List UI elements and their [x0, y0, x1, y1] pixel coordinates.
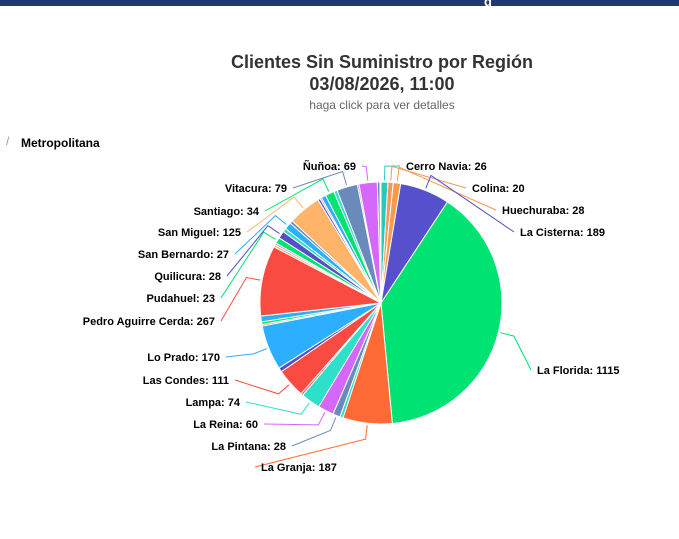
connector-la-cisterna [425, 174, 515, 233]
chart-title-date: 03/08/2026, 11:00 [309, 74, 455, 94]
connector-las-condes [234, 379, 290, 395]
pie-slices [259, 181, 503, 425]
data-label-pudahuel[interactable]: Pudahuel: 23 [147, 293, 215, 305]
connector-pudahuel [220, 231, 276, 299]
data-label-san-bernardo[interactable]: San Bernardo: 27 [138, 249, 229, 261]
data-label-lampa[interactable]: Lampa: 74 [186, 397, 241, 409]
connector-quilicura [226, 225, 280, 277]
chart-title: Clientes Sin Suministro por Región [230, 52, 534, 72]
connector-cerro-navia [384, 165, 401, 181]
data-label-la-reina[interactable]: La Reina: 60 [193, 419, 258, 431]
connector-pedro-aguirre-cerda [220, 276, 261, 322]
connector-la-reina [263, 412, 326, 426]
data-label-pedro-aguirre-cerda[interactable]: Pedro Aguirre Cerda: 267 [83, 316, 215, 328]
nav-glyph: ɡ [484, 0, 492, 9]
connector-la-pintana [291, 417, 337, 447]
label-connectors [220, 165, 532, 468]
data-label-la-florida[interactable]: La Florida: 1115 [537, 365, 620, 377]
breadcrumb-separator: / [6, 134, 10, 148]
slice-labels: Cerro Navia: 26 Colina: 20 Huechuraba: 28 L… [83, 160, 620, 474]
connector-colina [390, 165, 467, 189]
pie-slice-la-florida[interactable] [380, 201, 503, 425]
connector-la-florida [500, 332, 532, 371]
connector-san-bernardo [234, 214, 287, 255]
data-label-lo-prado[interactable]: Lo Prado: 170 [147, 352, 220, 364]
connector-lo-prado [225, 348, 267, 358]
data-label-la-cisterna[interactable]: La Cisterna: 189 [520, 227, 605, 239]
data-label-colina[interactable]: Colina: 20 [472, 183, 525, 195]
connector-santiago [264, 178, 330, 212]
data-label-santiago[interactable]: Santiago: 34 [194, 206, 260, 218]
data-label-cerro-navia[interactable]: Cerro Navia: 26 [406, 161, 487, 173]
breadcrumb-region[interactable]: Metropolitana [21, 136, 100, 150]
top-navigation-bar: ɡ [0, 0, 679, 9]
connector-lampa [245, 401, 310, 415]
data-label-las-condes[interactable]: Las Condes: 111 [143, 375, 229, 387]
connector-vitacura [292, 170, 347, 189]
pie-slice-unlabeled-16[interactable] [379, 181, 382, 304]
data-label-ñuñoa[interactable]: Ñuñoa: 69 [303, 160, 356, 173]
connector-huechuraba [396, 166, 497, 211]
data-label-quilicura[interactable]: Quilicura: 28 [154, 271, 221, 283]
connector-san-miguel [246, 196, 304, 233]
data-label-vitacura[interactable]: Vitacura: 79 [225, 183, 287, 195]
data-label-la-pintana[interactable]: La Pintana: 28 [211, 441, 286, 453]
data-label-huechuraba[interactable]: Huechuraba: 28 [502, 205, 585, 217]
connector-ñuñoa [361, 165, 369, 181]
chart-subtitle: haga click para ver detalles [309, 98, 455, 112]
data-label-san-miguel[interactable]: San Miguel: 125 [158, 227, 241, 239]
data-label-la-granja[interactable]: La Granja: 187 [261, 462, 337, 474]
connector-la-granja [254, 425, 368, 468]
